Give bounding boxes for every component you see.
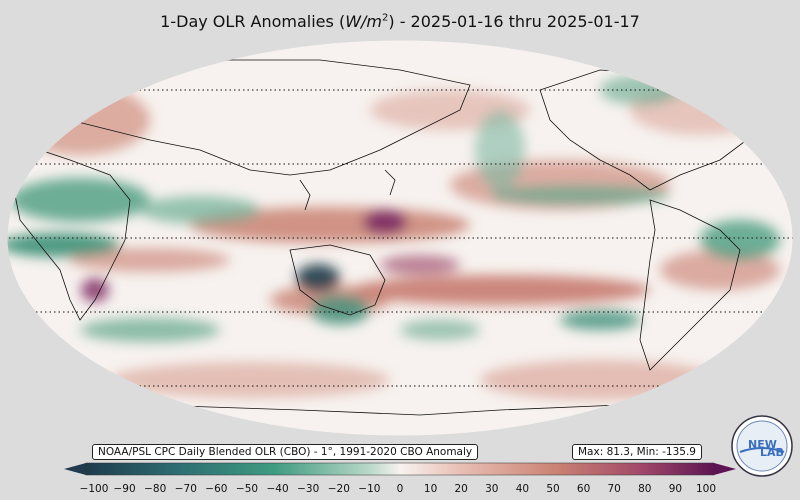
globe-outline — [6, 39, 794, 437]
colorbar-tick-label: −30 — [297, 483, 320, 495]
colorbar-tick-label: −40 — [266, 483, 289, 495]
colorbar-tick-label: −20 — [327, 483, 350, 495]
map-field — [7, 40, 793, 436]
colorbar-tick-label: 40 — [515, 483, 530, 495]
source-label: NOAA/PSL CPC Daily Blended OLR (CBO) - 1… — [92, 444, 479, 460]
colorbar-tick-label: −10 — [358, 483, 381, 495]
colorbar-min-arrow — [64, 463, 86, 475]
colorbar-tick-label: 70 — [607, 483, 621, 495]
colorbar — [64, 462, 736, 476]
logo-text-right: LAB — [760, 446, 784, 459]
colorbar-tick-label: 0 — [396, 483, 404, 495]
colorbar-tick-label: 10 — [423, 483, 438, 495]
colorbar-tick-label: −90 — [113, 483, 136, 495]
colorbar-tick-label: 20 — [454, 483, 468, 495]
title-variable: W/m — [345, 12, 382, 31]
colorbar-tick-label: 50 — [546, 483, 560, 495]
stats-label: Max: 81.3, Min: -135.9 — [572, 444, 702, 460]
title-exponent: 2 — [381, 12, 389, 24]
logo: NEW LAB — [731, 415, 793, 477]
colorbar-tick-label: −60 — [205, 483, 228, 495]
logo-text-left: NEW — [748, 438, 777, 451]
colorbar-tick-label: 90 — [668, 483, 683, 495]
colorbar-tick-label: 60 — [576, 483, 591, 495]
map-title: 1-Day OLR Anomalies (W/m2) - 2025-01-16 … — [0, 12, 800, 31]
anomaly-blobs — [7, 75, 780, 400]
colorbar-tick-label: −80 — [144, 483, 167, 495]
title-suffix: ) - 2025-01-16 thru 2025-01-17 — [388, 12, 640, 31]
colorbar-tick-label: 80 — [638, 483, 652, 495]
colorbar-tick-label: −70 — [174, 483, 197, 495]
colorbar-tick-label: −100 — [79, 483, 109, 495]
colorbar-tick-label: −50 — [235, 483, 259, 495]
colorbar-tick-label: 100 — [695, 483, 717, 495]
title-prefix: 1-Day OLR Anomalies ( — [160, 12, 346, 31]
colorbar-gradient — [85, 462, 715, 476]
colorbar-tick-label: 30 — [485, 483, 499, 495]
colorbar-max-arrow — [714, 463, 736, 475]
